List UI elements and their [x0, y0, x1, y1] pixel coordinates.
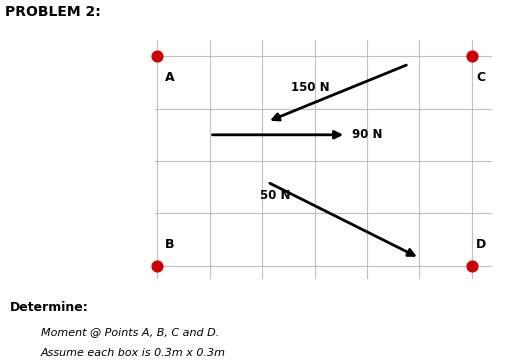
- Text: 50 N: 50 N: [260, 189, 290, 201]
- Point: [468, 53, 476, 59]
- Text: 150 N: 150 N: [291, 81, 330, 94]
- Text: C: C: [476, 71, 485, 84]
- Text: Determine:: Determine:: [10, 301, 89, 314]
- Text: A: A: [165, 71, 175, 84]
- Text: Assume each box is 0.3m x 0.3m: Assume each box is 0.3m x 0.3m: [41, 348, 226, 359]
- Point: [153, 263, 161, 269]
- Text: Moment @ Points A, B, C and D.: Moment @ Points A, B, C and D.: [41, 327, 219, 337]
- Point: [153, 53, 161, 59]
- Text: B: B: [165, 238, 174, 251]
- Text: PROBLEM 2:: PROBLEM 2:: [5, 5, 101, 20]
- Text: 90 N: 90 N: [352, 128, 383, 141]
- Text: D: D: [476, 238, 486, 251]
- Point: [468, 263, 476, 269]
